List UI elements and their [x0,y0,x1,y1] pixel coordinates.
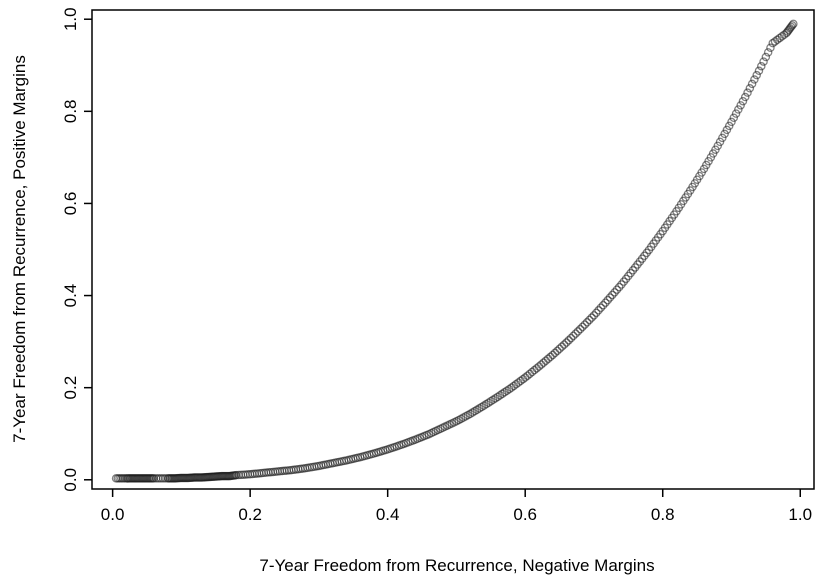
data-point [731,109,741,118]
data-point [605,293,615,302]
data-point [569,331,578,341]
data-point [763,48,773,57]
data-point [789,19,798,29]
y-tick-label: 0.6 [61,192,80,216]
data-point [573,327,583,336]
data-point [736,101,745,110]
y-tick-label: 0.2 [61,376,80,400]
data-point [592,308,601,318]
x-tick-label: 1.0 [788,505,812,524]
data-point [587,313,596,322]
x-axis: 0.0 0.2 0.4 0.6 0.8 1.0 [101,489,812,524]
data-points [111,19,798,483]
data-point [596,303,606,313]
data-point [575,324,585,334]
data-point [745,84,755,93]
y-tick-label: 0.0 [61,468,80,492]
data-point [548,350,557,360]
y-tick-label: 0.4 [61,284,80,308]
y-axis: 0.0 0.2 0.4 0.6 0.8 1.0 [61,7,92,492]
data-point [612,285,622,294]
data-point [557,342,567,351]
y-tick-label: 1.0 [61,7,80,31]
data-point [589,311,599,320]
data-point [750,75,759,84]
data-point [594,306,603,315]
data-point [562,338,571,347]
data-point [582,318,592,327]
data-point [743,88,752,97]
data-point [555,344,564,353]
x-axis-label: 7-Year Freedom from Recurrence, Negative… [259,556,654,575]
data-point [729,113,739,123]
data-point [766,43,775,53]
data-point [787,21,797,30]
data-point [553,346,562,356]
plot-frame [91,9,815,490]
data-point [727,117,736,127]
data-point [580,320,590,329]
x-tick-label: 0.2 [238,505,262,524]
data-point [559,340,569,349]
data-point [759,57,768,66]
data-point [603,295,612,305]
data-point [550,348,560,358]
data-point [757,61,766,71]
data-point [738,96,748,106]
data-point [740,92,750,102]
data-point [614,282,624,292]
data-point [566,333,576,343]
y-axis-label: 7-Year Freedom from Recurrence, Positive… [10,55,29,443]
data-point [761,52,771,62]
data-point [747,79,757,89]
data-point [608,290,617,300]
x-tick-label: 0.6 [513,505,537,524]
x-tick-label: 0.8 [651,505,675,524]
data-point [754,66,764,76]
data-point [601,298,610,307]
data-point [598,300,608,310]
data-point [734,105,743,114]
data-point [610,288,619,297]
data-point [585,315,594,325]
data-point [571,329,580,338]
y-tick-label: 0.8 [61,100,80,124]
x-tick-label: 0.0 [101,505,125,524]
data-point [564,336,574,345]
data-point [578,322,587,332]
data-point [752,70,761,80]
x-tick-label: 0.4 [376,505,400,524]
